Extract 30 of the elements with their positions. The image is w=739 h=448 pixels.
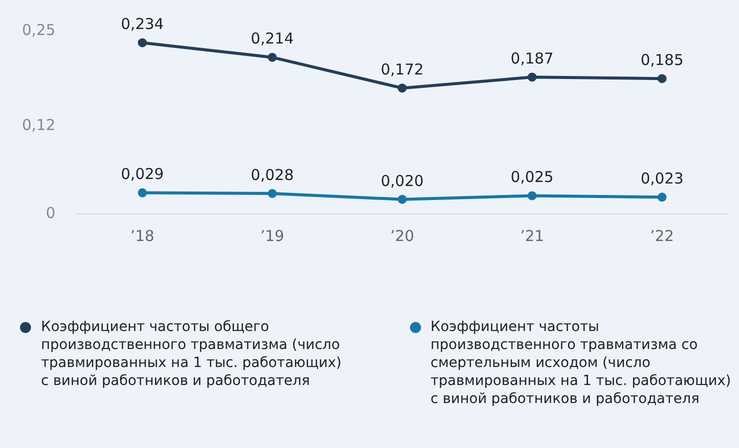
point	[398, 194, 407, 204]
point	[138, 188, 147, 198]
y-tick-label: 0	[46, 204, 56, 222]
data-label: 0,023	[640, 170, 684, 188]
data-label: 0,025	[510, 168, 554, 186]
data-label: 0,020	[380, 172, 424, 190]
y-tick-label: 0,12	[22, 116, 56, 134]
data-label: 0,234	[120, 15, 164, 34]
point	[138, 38, 147, 48]
x-tick-label: ’21	[520, 226, 544, 245]
data-label: 0,214	[250, 30, 294, 48]
legend-label: Коэффициент частоты общего производственного травматизма (число травмированных на 1 тыс. работающих) с виной работников и работодателя	[41, 318, 342, 391]
x-tick-label: ’20	[390, 226, 414, 245]
legend-label: Коэффициент частоты производственного травматизма со смертельным исходом (число травмированных на 1 тыс. работающих) с виной работников и работодателя	[430, 318, 732, 408]
x-tick-label: ’18	[130, 226, 154, 245]
data-label: 0,187	[510, 50, 554, 68]
point	[398, 84, 407, 93]
x-tick-label: ’19	[260, 226, 284, 245]
y-tick-label: 0,25	[22, 20, 56, 39]
point	[658, 192, 667, 202]
data-label: 0,028	[250, 166, 294, 184]
data-label: 0,185	[640, 50, 684, 69]
data-label: 0,172	[380, 60, 424, 78]
point	[268, 189, 277, 198]
x-tick-label: ’22	[650, 226, 674, 245]
point	[268, 52, 277, 62]
point	[658, 74, 667, 84]
data-label: 0,029	[120, 165, 164, 184]
point	[528, 72, 537, 82]
point	[528, 191, 537, 200]
